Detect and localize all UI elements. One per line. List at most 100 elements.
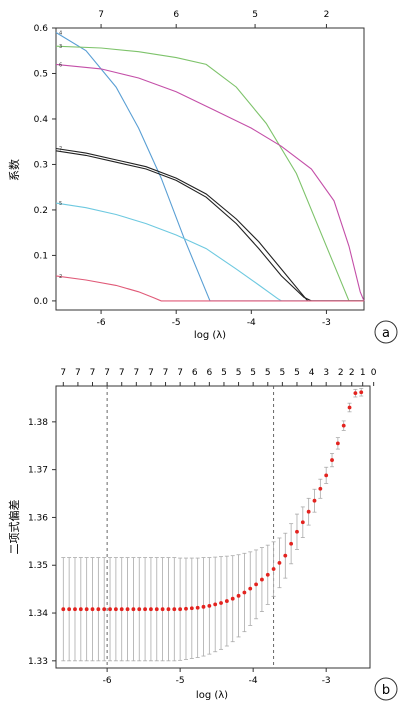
y-tick-label: 1.33 [28, 657, 48, 667]
top-tick-label: 2 [349, 368, 355, 378]
series-line [55, 63, 365, 302]
data-point [283, 553, 288, 558]
top-tick-label: 7 [148, 368, 154, 378]
data-point [178, 607, 183, 612]
top-tick-label: 6 [192, 368, 198, 378]
data-point [242, 590, 247, 595]
data-point [254, 582, 258, 587]
data-point [353, 391, 358, 396]
y-tick-label: 1.36 [28, 513, 48, 523]
top-tick-label: 5 [250, 368, 256, 378]
x-tick-label: -6 [103, 676, 112, 686]
data-point [119, 607, 124, 612]
panel-b-x-axis: -6 -5 -4 -3 [103, 668, 331, 686]
top-tick-label: 7 [104, 368, 110, 378]
data-point [277, 560, 282, 565]
top-tick-label: 5 [265, 368, 271, 378]
panel-a-plot-frame [55, 27, 365, 311]
y-tick-label: 1.34 [28, 609, 48, 619]
data-point [113, 607, 118, 612]
series-line [55, 275, 364, 302]
series-label: 6 [59, 62, 62, 68]
panel-b-x-label: log (λ) [196, 690, 228, 701]
series-label: 7 [59, 147, 62, 153]
data-point [154, 607, 159, 612]
panel-b-reference-lines [106, 386, 275, 668]
data-point [230, 596, 235, 601]
top-tick-label: 2 [338, 368, 344, 378]
data-point [306, 509, 311, 514]
data-point [84, 607, 89, 612]
data-point [295, 529, 299, 534]
data-point [184, 606, 188, 611]
top-tick-label: 7 [90, 368, 96, 378]
data-point [189, 606, 194, 611]
series-label: 5 [59, 201, 62, 207]
panel-a-x-axis: -6 -5 -4 -3 [97, 310, 331, 328]
panel-a-coefficient-path: 4 3 6 7 5 2 -6 -5 -4 -3 0.0 0.1 0.2 0.3 0.4 0.5 0.6 7 6… [8, 10, 398, 344]
panel-a-y-axis: 0.0 0.1 0.2 0.3 0.4 0.5 0.6 [34, 24, 56, 307]
x-tick-label: -3 [322, 318, 331, 328]
series-line [55, 147, 364, 302]
x-tick-label: -6 [97, 318, 106, 328]
top-tick-label: 6 [206, 368, 212, 378]
panel-a-label: a [382, 326, 390, 341]
x-tick-label: -4 [247, 318, 256, 328]
data-point [125, 607, 130, 612]
data-point [300, 520, 305, 525]
top-tick-label: 5 [236, 368, 242, 378]
y-tick-label: 1.37 [28, 466, 48, 476]
y-tick-label: 0.0 [34, 297, 49, 307]
top-tick-label: 6 [173, 10, 179, 20]
top-tick-label: 7 [98, 10, 104, 20]
panel-b-points [61, 390, 364, 612]
data-point [137, 607, 142, 612]
x-tick-label: -5 [176, 676, 185, 686]
data-point [318, 486, 323, 491]
panel-b-label: b [382, 683, 390, 698]
data-point [195, 605, 200, 610]
panel-a-label-circle [374, 320, 398, 344]
data-point [102, 607, 107, 612]
top-tick-label: 3 [323, 368, 329, 378]
data-point [61, 607, 66, 612]
top-tick-label: 2 [324, 10, 330, 20]
data-point [219, 601, 223, 605]
top-tick-label: 5 [252, 10, 258, 20]
data-point [207, 603, 212, 608]
data-point [172, 607, 177, 612]
series-label: 2 [59, 274, 62, 280]
series-label: 4 [59, 31, 62, 37]
panel-a-y-label: 系数 [8, 159, 21, 181]
data-point [347, 405, 352, 410]
x-tick-label: -3 [322, 676, 331, 686]
data-point [359, 390, 364, 395]
data-point [73, 607, 77, 612]
data-point [330, 458, 334, 462]
data-point [289, 541, 294, 546]
data-point [166, 607, 171, 612]
top-tick-label: 1 [360, 368, 366, 378]
panel-b-plot-frame [55, 385, 371, 669]
data-point [78, 607, 83, 612]
data-point [160, 607, 165, 612]
series-label: 3 [59, 44, 62, 50]
y-tick-label: 0.6 [34, 24, 49, 34]
panel-a-x-label: log (λ) [194, 330, 226, 341]
y-tick-label: 0.5 [34, 69, 48, 79]
data-point [271, 567, 276, 571]
panel-b-error-bars [61, 387, 364, 662]
y-tick-label: 1.35 [28, 561, 48, 571]
top-tick-label: 7 [163, 368, 169, 378]
data-point [201, 604, 206, 609]
panel-a-top-axis: 7 6 5 2 [98, 10, 329, 28]
panel-a-series-labels: 4 3 6 7 5 2 [59, 31, 62, 280]
panel-b-y-axis: 1.33 1.34 1.35 1.36 1.37 1.38 [28, 418, 56, 667]
x-tick-label: -5 [172, 318, 181, 328]
top-tick-label: 7 [119, 368, 125, 378]
data-point [67, 607, 72, 612]
top-tick-label: 5 [221, 368, 227, 378]
y-tick-label: 0.4 [34, 115, 49, 125]
